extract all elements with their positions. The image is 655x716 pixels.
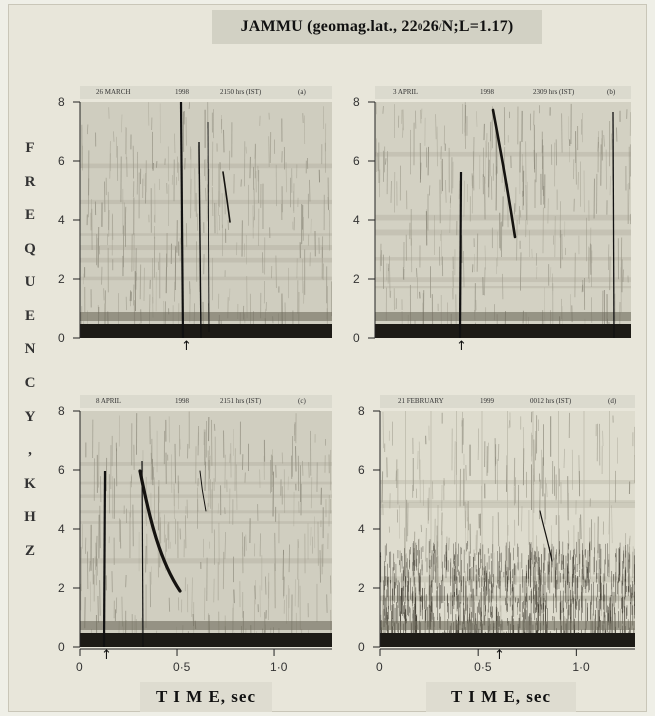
panel-year: 1999 xyxy=(480,397,494,405)
title-tail: N;L=1.17) xyxy=(441,18,514,35)
y-tick-label: 8 xyxy=(353,95,360,109)
y-label-letter: R xyxy=(24,173,36,190)
panel-time: 0012 hrs (IST) xyxy=(530,397,572,405)
y-label-letter: E xyxy=(24,307,35,324)
y-label-letter: Z xyxy=(24,542,35,559)
event-arrow: ↑ xyxy=(181,339,192,354)
x-tick-label: 1·0 xyxy=(270,660,288,674)
event-arrow: ↑ xyxy=(494,648,505,663)
y-tick-label: 0 xyxy=(358,640,365,654)
y-tick-label: 4 xyxy=(353,213,360,227)
y-tick-label: 8 xyxy=(358,404,365,418)
y-axis-label: F R E Q U E N C Y , K H Z xyxy=(16,140,44,560)
panel-tag: (a) xyxy=(298,88,306,96)
y-tick-label: 0 xyxy=(58,640,65,654)
y-axis xyxy=(73,410,81,648)
panel-tag: (d) xyxy=(608,397,617,405)
x-tick-label: 0·5 xyxy=(173,660,191,674)
panel-header: 21 FEBRUARY 1999 0012 hrs (IST) (d) xyxy=(380,395,635,408)
figure-title: JAMMU (geomag.lat., 22 0 26/ N;L=1.17) xyxy=(212,10,542,44)
y-tick-label: 2 xyxy=(58,272,65,286)
x-tick-label: 0 xyxy=(376,660,383,674)
x-axis xyxy=(79,648,332,656)
panel-year: 1998 xyxy=(480,88,494,96)
spectrogram-panel-d: 21 FEBRUARY 1999 0012 hrs (IST) (d) 8 6 4 2… xyxy=(358,395,635,674)
panel-tag: (b) xyxy=(607,88,616,96)
spectrogram-panel-a: 26 MARCH 1998 2150 hrs (IST) (a) 8 6 4 2 0 ↑ xyxy=(58,86,332,356)
y-tick-label: 6 xyxy=(58,154,65,168)
y-axis xyxy=(373,410,381,648)
panel-year: 1998 xyxy=(175,397,189,405)
panel-date: 3 APRIL xyxy=(393,88,419,96)
y-label-letter: U xyxy=(24,274,36,291)
y-label-letter: K xyxy=(24,475,36,492)
y-tick-label: 2 xyxy=(353,272,360,286)
y-tick-label: 0 xyxy=(58,331,65,345)
y-tick-label: 0 xyxy=(353,331,360,345)
y-tick-label: 6 xyxy=(358,463,365,477)
panel-time: 2309 hrs (IST) xyxy=(533,88,575,96)
y-label-letter: C xyxy=(24,375,36,392)
y-tick-label: 8 xyxy=(58,95,65,109)
panel-time: 2151 hrs (IST) xyxy=(220,397,262,405)
y-tick-label: 8 xyxy=(58,404,65,418)
panel-tag: (c) xyxy=(298,397,306,405)
panel-date: 26 MARCH xyxy=(96,88,131,96)
y-tick-label: 4 xyxy=(358,522,365,536)
x-tick-label: 0 xyxy=(76,660,83,674)
panel-header: 3 APRIL 1998 2309 hrs (IST) (b) xyxy=(375,86,631,99)
title-prime: / xyxy=(438,22,442,32)
spectrogram-image xyxy=(380,411,635,647)
title-minutes: 26 xyxy=(422,18,439,35)
y-label-letter: Q xyxy=(24,240,36,257)
y-tick-label: 4 xyxy=(58,522,65,536)
y-tick-label: 2 xyxy=(58,581,65,595)
panel-time: 2150 hrs (IST) xyxy=(220,88,262,96)
title-degree: 0 xyxy=(417,22,423,32)
spectrogram-panel-c: 8 APRIL 1998 2151 hrs (IST) (c) 8 6 4 2 0 ↑ 0 0… xyxy=(58,395,332,674)
spectrogram-panel-b: 3 APRIL 1998 2309 hrs (IST) (b) 8 6 4 2 0 ↑ xyxy=(353,86,631,356)
y-tick-label: 2 xyxy=(358,581,365,595)
title-text: JAMMU (geomag.lat., 22 xyxy=(240,18,418,35)
y-tick-label: 6 xyxy=(58,463,65,477)
panel-date: 21 FEBRUARY xyxy=(398,397,444,405)
y-axis xyxy=(73,101,81,339)
y-label-letter: F xyxy=(25,140,35,156)
spectrogram-image xyxy=(80,411,332,647)
y-label-letter: N xyxy=(24,341,36,358)
spectrogram-image xyxy=(375,102,631,338)
y-tick-label: 6 xyxy=(353,154,360,168)
x-axis-label-right: T I M E, sec xyxy=(426,682,576,712)
x-tick-label: 0·5 xyxy=(474,660,492,674)
y-label-letter: H xyxy=(24,509,36,526)
y-label-letter: Y xyxy=(24,408,36,425)
panel-header: 8 APRIL 1998 2151 hrs (IST) (c) xyxy=(80,395,332,408)
x-tick-label: 1·0 xyxy=(572,660,590,674)
y-label-letter: , xyxy=(28,442,32,459)
y-tick-label: 4 xyxy=(58,213,65,227)
y-label-letter: E xyxy=(24,207,35,224)
x-axis xyxy=(379,648,635,656)
panel-header: 26 MARCH 1998 2150 hrs (IST) (a) xyxy=(80,86,332,99)
event-arrow: ↑ xyxy=(101,648,112,663)
y-axis xyxy=(368,101,376,339)
panel-year: 1998 xyxy=(175,88,189,96)
x-axis-label-left: T I M E, sec xyxy=(140,682,272,712)
event-arrow: ↑ xyxy=(456,339,467,354)
panel-date: 8 APRIL xyxy=(96,397,122,405)
spectrogram-image xyxy=(80,102,332,338)
